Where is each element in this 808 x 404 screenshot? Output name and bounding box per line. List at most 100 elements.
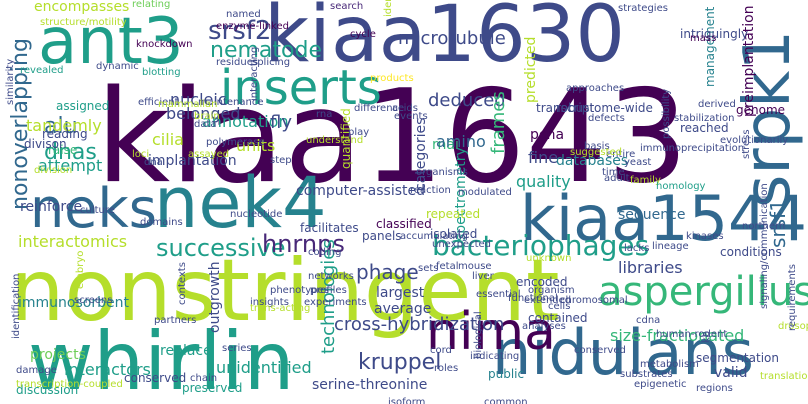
- word-implantation: implantation: [148, 153, 237, 169]
- word-residues: residues: [216, 57, 259, 68]
- word-time: time: [602, 167, 625, 178]
- word-chain: chain: [190, 373, 218, 384]
- word-hnrnps: hnrnps: [262, 230, 345, 258]
- word-lineage: lineage: [652, 241, 689, 252]
- word-mass: mass: [690, 33, 717, 44]
- word-signaling-communication: signaling/communication: [759, 183, 770, 309]
- word-discussion: discussion: [16, 383, 79, 397]
- word-transcription-coupled: transcription-coupled: [16, 379, 123, 390]
- word-assigned: assigned: [56, 99, 110, 113]
- word-raise: raise: [48, 143, 78, 157]
- word-kb: kb: [701, 330, 712, 343]
- word-cycle: cycle: [350, 29, 376, 40]
- word-knockdown: knockdown: [136, 39, 193, 50]
- word-derived: derived: [698, 99, 736, 110]
- word-screens: screens: [74, 295, 113, 306]
- word-conserved: conserved: [574, 345, 626, 356]
- word-events: events: [394, 111, 428, 122]
- word-divison: divison: [24, 137, 67, 151]
- word-pcna: pcna: [530, 127, 565, 143]
- word-stabilization: stabilization: [674, 113, 735, 124]
- word-networks: networks: [308, 271, 354, 282]
- word-facilitates: facilitates: [300, 221, 359, 235]
- word-largest: largest: [376, 285, 425, 301]
- word-computer-assisted: computer-assisted: [296, 183, 426, 199]
- word-conditions: conditions: [720, 245, 782, 259]
- word-fine: fine: [528, 148, 559, 167]
- word-human-rodent: human-rodent: [656, 329, 728, 340]
- word-accumulating: accumulating: [400, 231, 468, 242]
- word-conserved: conserved: [124, 371, 187, 385]
- word-polymerase: polymerase: [206, 137, 265, 148]
- word-reinforce: reinforce: [20, 199, 83, 215]
- word-reaction: reaction: [410, 185, 451, 196]
- word-bacteriophages: bacteriophages: [432, 229, 650, 262]
- word-fly: fly: [270, 112, 292, 133]
- word-kruppel: kruppel: [358, 350, 442, 375]
- word-reading: reading: [42, 127, 88, 141]
- word-structure-motility: structure/motility: [40, 17, 127, 28]
- word-strategies: strategies: [618, 3, 668, 14]
- word-rna: rna: [316, 109, 333, 120]
- word-basis: basis: [584, 141, 610, 152]
- word-possibility: possibility: [661, 88, 672, 139]
- word-liver: liver: [472, 271, 494, 282]
- word-mouse: mouse: [458, 261, 492, 272]
- word-substrates: substrates: [620, 369, 673, 380]
- word-cross-hybridization: cross-hybridization: [334, 314, 505, 335]
- word-aspergillus: aspergillus: [598, 269, 808, 315]
- word-kinases: kinases: [686, 231, 724, 242]
- word-efficient: efficient: [138, 97, 179, 108]
- word-inserts: inserts: [220, 60, 382, 116]
- word-approaches: approaches: [566, 83, 625, 94]
- word-functional: functional: [508, 293, 558, 304]
- word-frames: frames: [488, 91, 509, 155]
- word-size-fractionated: size-fractionated: [610, 326, 745, 345]
- word-partners: partners: [154, 315, 197, 326]
- word-coding: coding: [308, 247, 342, 258]
- word-predicted: predicted: [523, 36, 539, 103]
- word-play: play: [348, 127, 370, 138]
- word-difference: difference: [354, 103, 405, 114]
- word-cilia: cilia: [152, 130, 184, 149]
- word-experiments: experiments: [304, 297, 367, 308]
- word-brain: brain: [194, 111, 220, 122]
- word-dna: dna: [144, 157, 163, 168]
- word-amino: amino: [436, 132, 486, 151]
- word-encompasses: encompasses: [34, 0, 130, 15]
- word-enzyme-linked: enzyme-linked: [216, 21, 289, 32]
- word-whirlin: whirlin: [28, 315, 295, 404]
- word-cells: cells: [548, 301, 571, 312]
- word-panels: panels: [362, 229, 402, 243]
- word-nek4: nek4: [154, 162, 327, 244]
- word-preimplantation: preimplantation: [741, 5, 757, 117]
- word-chromosomal: chromosomal: [560, 295, 628, 306]
- word-immunosorbent: immunosorbent: [18, 295, 129, 311]
- word-analyses: analyses: [522, 321, 566, 332]
- word-stress: stress: [741, 129, 752, 159]
- word-data: data: [194, 119, 217, 130]
- word-acids: acids: [392, 103, 418, 114]
- word-nucleic: nucleic: [170, 90, 227, 109]
- word-culture: culture: [80, 205, 115, 216]
- word-loci: loci: [132, 149, 150, 160]
- word-valid: valid: [714, 365, 748, 381]
- word-robust: robust: [556, 101, 595, 115]
- word-alu: alu: [44, 114, 78, 139]
- word-interactors: interactors: [64, 360, 151, 379]
- word-drosophila: drosophila: [778, 321, 808, 332]
- word-maintenance: maintenance: [198, 97, 264, 108]
- word-sets: sets: [418, 263, 439, 274]
- word-identification: identification: [11, 273, 22, 339]
- word-damage: damage: [16, 365, 57, 376]
- word-serine-threonine: serine-threonine: [312, 377, 428, 393]
- word-isoform: isoform: [388, 397, 426, 404]
- word-phage: phage: [356, 260, 419, 284]
- word-replace: replace: [160, 343, 212, 359]
- word-unidentified: unidentified: [216, 358, 312, 377]
- word-trans-acting: trans-acting: [250, 303, 311, 314]
- word-segmentation: segmentation: [696, 351, 779, 365]
- word-public: public: [488, 367, 525, 381]
- word-contained: contained: [528, 311, 588, 325]
